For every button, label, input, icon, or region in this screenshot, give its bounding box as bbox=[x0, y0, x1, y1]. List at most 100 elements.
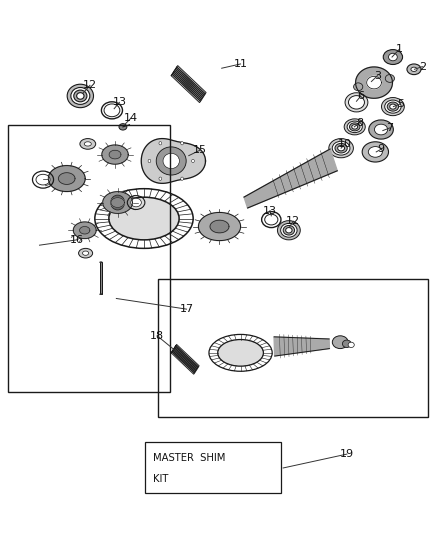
Ellipse shape bbox=[110, 195, 124, 210]
Ellipse shape bbox=[349, 123, 359, 131]
Ellipse shape bbox=[162, 154, 179, 168]
Polygon shape bbox=[109, 150, 121, 159]
Text: 14: 14 bbox=[124, 114, 138, 123]
Ellipse shape bbox=[280, 223, 297, 237]
Ellipse shape bbox=[351, 125, 357, 129]
Ellipse shape bbox=[382, 50, 402, 64]
Polygon shape bbox=[173, 70, 202, 99]
Ellipse shape bbox=[346, 121, 361, 133]
Polygon shape bbox=[171, 351, 195, 373]
Text: 18: 18 bbox=[150, 331, 164, 341]
Ellipse shape bbox=[99, 262, 102, 263]
Text: 8: 8 bbox=[356, 118, 363, 127]
Ellipse shape bbox=[84, 142, 91, 146]
Polygon shape bbox=[172, 350, 195, 372]
Polygon shape bbox=[102, 145, 128, 164]
Ellipse shape bbox=[406, 64, 420, 75]
Ellipse shape bbox=[67, 84, 93, 108]
Ellipse shape bbox=[99, 294, 102, 295]
Polygon shape bbox=[175, 68, 204, 96]
Bar bbox=[99, 262, 102, 294]
Text: 13: 13 bbox=[262, 206, 276, 215]
Ellipse shape bbox=[337, 146, 344, 151]
Ellipse shape bbox=[384, 100, 400, 113]
Text: 12: 12 bbox=[83, 80, 97, 90]
Ellipse shape bbox=[119, 124, 127, 130]
Polygon shape bbox=[141, 139, 205, 183]
Polygon shape bbox=[217, 340, 263, 366]
Ellipse shape bbox=[385, 75, 394, 83]
Ellipse shape bbox=[285, 228, 291, 233]
Ellipse shape bbox=[410, 67, 416, 71]
Polygon shape bbox=[273, 337, 328, 356]
Text: 15: 15 bbox=[192, 146, 206, 155]
Text: 16: 16 bbox=[70, 235, 84, 245]
Text: 7: 7 bbox=[385, 123, 392, 133]
Polygon shape bbox=[48, 166, 85, 191]
Bar bbox=[158, 279, 427, 417]
Polygon shape bbox=[174, 69, 203, 98]
Circle shape bbox=[159, 177, 161, 180]
Ellipse shape bbox=[386, 102, 398, 111]
Ellipse shape bbox=[277, 221, 300, 240]
Ellipse shape bbox=[104, 104, 120, 117]
Polygon shape bbox=[198, 213, 240, 240]
Circle shape bbox=[180, 177, 183, 180]
Circle shape bbox=[180, 142, 183, 145]
Ellipse shape bbox=[368, 120, 392, 139]
Ellipse shape bbox=[77, 93, 84, 99]
Polygon shape bbox=[109, 197, 179, 240]
Text: 11: 11 bbox=[233, 59, 247, 69]
Ellipse shape bbox=[78, 248, 92, 258]
Polygon shape bbox=[173, 72, 201, 100]
Ellipse shape bbox=[131, 198, 141, 207]
Text: 17: 17 bbox=[179, 304, 193, 314]
Ellipse shape bbox=[334, 143, 346, 153]
Text: MASTER  SHIM: MASTER SHIM bbox=[152, 453, 225, 463]
Polygon shape bbox=[102, 192, 132, 213]
Polygon shape bbox=[366, 76, 381, 89]
Ellipse shape bbox=[36, 174, 50, 185]
Polygon shape bbox=[173, 349, 196, 371]
Polygon shape bbox=[355, 67, 392, 98]
Polygon shape bbox=[173, 348, 197, 370]
Ellipse shape bbox=[388, 53, 396, 61]
Ellipse shape bbox=[348, 95, 364, 109]
Ellipse shape bbox=[367, 147, 381, 157]
Circle shape bbox=[191, 159, 194, 163]
Ellipse shape bbox=[343, 119, 364, 135]
Ellipse shape bbox=[344, 93, 367, 112]
Ellipse shape bbox=[82, 251, 88, 255]
Polygon shape bbox=[174, 346, 198, 369]
Bar bbox=[145, 442, 280, 493]
Text: 12: 12 bbox=[286, 216, 300, 226]
Text: 1: 1 bbox=[395, 44, 402, 54]
Polygon shape bbox=[172, 73, 201, 101]
Ellipse shape bbox=[80, 139, 95, 149]
Polygon shape bbox=[175, 344, 199, 367]
Polygon shape bbox=[176, 67, 205, 95]
Ellipse shape bbox=[74, 90, 87, 102]
Polygon shape bbox=[171, 352, 194, 374]
Polygon shape bbox=[177, 66, 205, 94]
Polygon shape bbox=[175, 345, 198, 368]
Ellipse shape bbox=[283, 225, 294, 235]
Text: 3: 3 bbox=[373, 71, 380, 80]
Ellipse shape bbox=[347, 342, 353, 348]
Polygon shape bbox=[244, 149, 336, 208]
Text: 2: 2 bbox=[418, 62, 425, 71]
Ellipse shape bbox=[71, 87, 90, 104]
Polygon shape bbox=[73, 222, 96, 239]
Ellipse shape bbox=[264, 214, 277, 225]
Ellipse shape bbox=[381, 98, 403, 116]
Text: 13: 13 bbox=[112, 98, 126, 107]
Ellipse shape bbox=[332, 141, 349, 155]
Ellipse shape bbox=[342, 340, 350, 348]
Text: 9: 9 bbox=[377, 144, 384, 154]
Circle shape bbox=[159, 142, 161, 145]
Polygon shape bbox=[79, 227, 90, 234]
Text: 6: 6 bbox=[357, 91, 364, 101]
Polygon shape bbox=[111, 198, 124, 207]
Ellipse shape bbox=[374, 124, 387, 135]
Ellipse shape bbox=[361, 142, 388, 162]
